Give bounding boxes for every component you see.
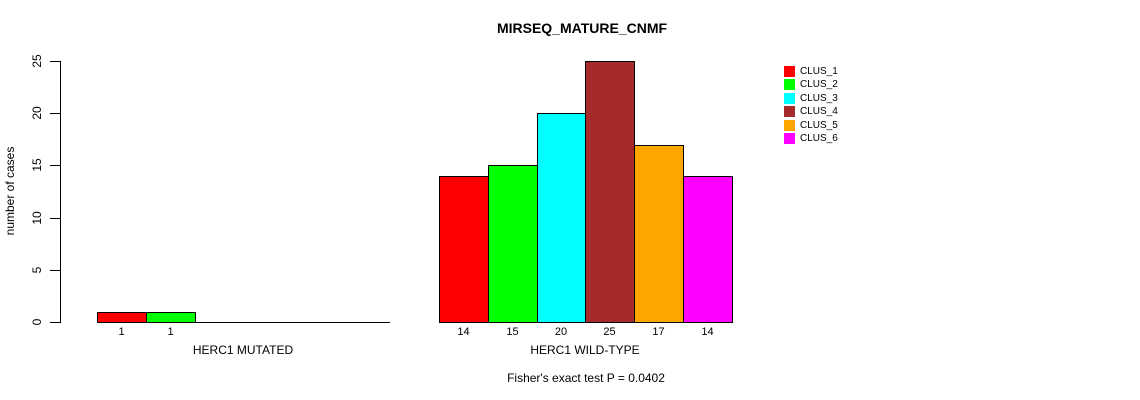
y-axis-tick bbox=[50, 113, 60, 114]
bar-value-label: 20 bbox=[554, 326, 568, 338]
legend-item-clus_1: CLUS_1 bbox=[784, 65, 838, 78]
y-axis-tick bbox=[50, 218, 60, 219]
legend-swatch-clus_5 bbox=[784, 120, 795, 131]
fisher-test-annotation: Fisher's exact test P = 0.0402 bbox=[507, 371, 665, 385]
y-axis-tick-label: 10 bbox=[30, 211, 44, 225]
group-label-herc1-mutated: HERC1 MUTATED bbox=[192, 343, 294, 357]
bar-value-label: 25 bbox=[603, 326, 616, 338]
y-axis-tick-label: 20 bbox=[30, 106, 44, 120]
bar-clus_1-group1 bbox=[97, 312, 147, 323]
legend-swatch-clus_1 bbox=[784, 66, 795, 77]
y-axis-tick bbox=[50, 61, 60, 62]
legend-label: CLUS_6 bbox=[800, 133, 838, 144]
y-axis-tick bbox=[50, 270, 60, 271]
bar-clus_3-group2 bbox=[537, 113, 586, 323]
bar-clus_4-group2 bbox=[585, 61, 635, 323]
legend-swatch-clus_6 bbox=[784, 133, 795, 144]
bar-value-label: 14 bbox=[701, 326, 714, 338]
bar-value-label: 1 bbox=[118, 326, 125, 338]
legend-item-clus_2: CLUS_2 bbox=[784, 78, 838, 91]
y-axis-tick bbox=[50, 165, 60, 166]
legend-label: CLUS_3 bbox=[800, 93, 838, 104]
legend-item-clus_3: CLUS_3 bbox=[784, 92, 838, 105]
y-axis-tick-label: 15 bbox=[30, 158, 44, 172]
y-axis-tick-label: 5 bbox=[30, 266, 44, 274]
legend-label: CLUS_5 bbox=[800, 120, 838, 131]
bar-clus_2-group1 bbox=[146, 312, 196, 323]
legend-item-clus_5: CLUS_5 bbox=[784, 119, 838, 132]
bar-value-label: 17 bbox=[652, 326, 665, 338]
legend-label: CLUS_1 bbox=[800, 66, 838, 77]
legend-label: CLUS_4 bbox=[800, 106, 838, 117]
bar-clus_1-group2 bbox=[439, 176, 489, 323]
bar-value-label: 15 bbox=[506, 326, 519, 338]
legend-swatch-clus_2 bbox=[784, 79, 795, 90]
legend-swatch-clus_4 bbox=[784, 106, 795, 117]
bar-value-label: 14 bbox=[457, 326, 470, 338]
y-axis-tick-label: 25 bbox=[30, 54, 44, 68]
bar-value-label: 1 bbox=[167, 326, 174, 338]
group-label-herc1-wild-type: HERC1 WILD-TYPE bbox=[530, 343, 640, 357]
bar-clus_2-group2 bbox=[488, 165, 538, 323]
y-axis-title: number of cases bbox=[3, 146, 17, 236]
y-axis-line bbox=[60, 61, 61, 323]
legend-swatch-clus_3 bbox=[784, 93, 795, 104]
bar-clus_5-group2 bbox=[634, 145, 684, 323]
bar-clus_6-group2 bbox=[683, 176, 733, 323]
chart-title: MIRSEQ_MATURE_CNMF bbox=[496, 20, 668, 36]
y-axis-tick-label: 0 bbox=[30, 318, 44, 326]
legend-item-clus_4: CLUS_4 bbox=[784, 105, 838, 118]
y-axis-tick bbox=[50, 322, 60, 323]
group-zero-baseline bbox=[97, 322, 390, 323]
legend-label: CLUS_2 bbox=[800, 79, 838, 90]
legend-item-clus_6: CLUS_6 bbox=[784, 132, 838, 145]
